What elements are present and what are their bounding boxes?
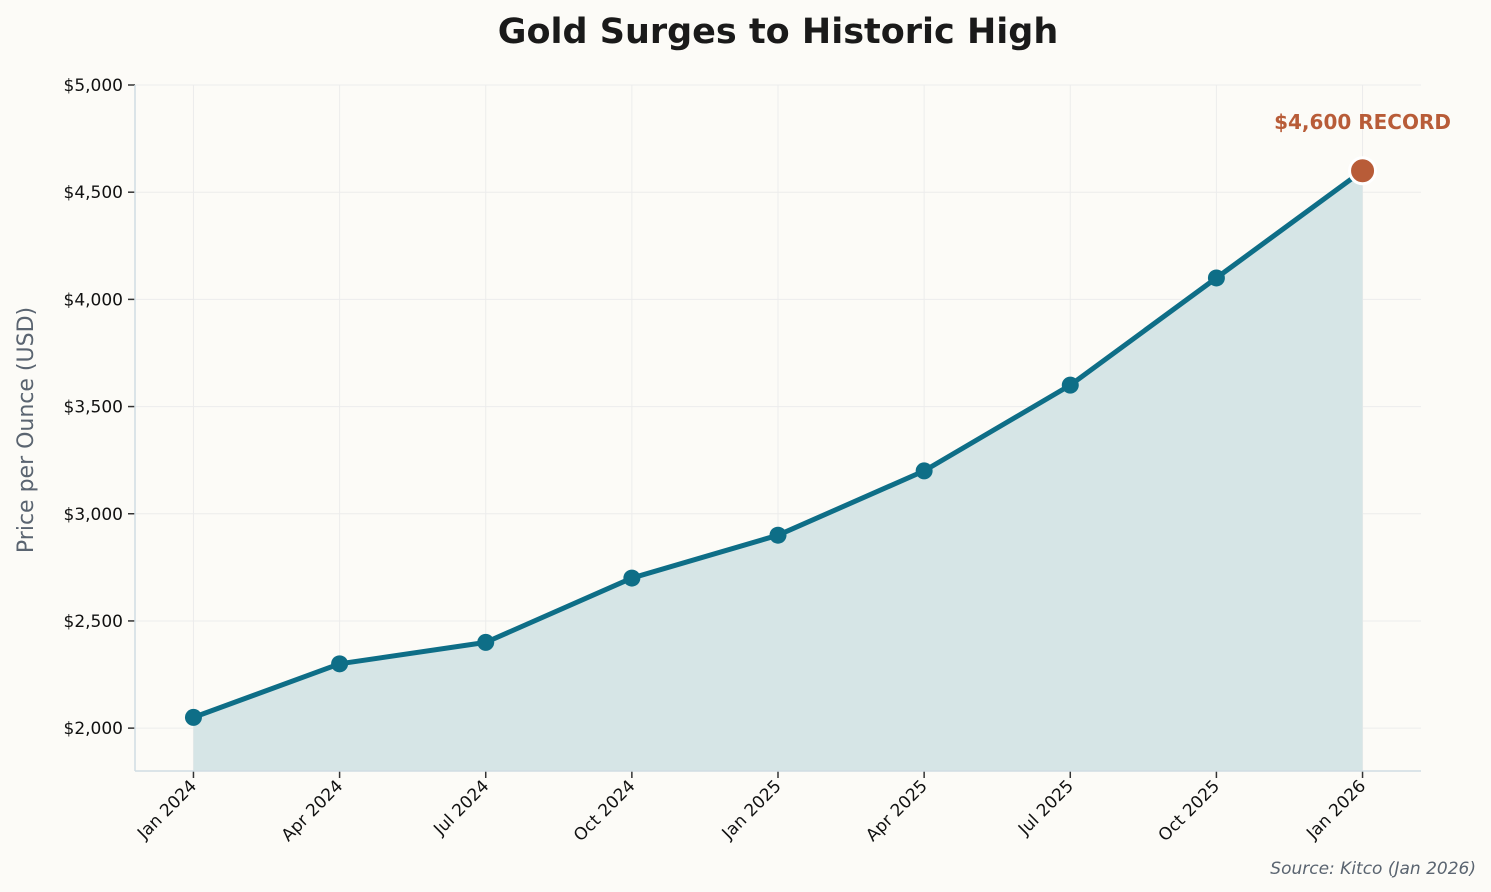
y-tick-label: $3,000: [64, 505, 123, 525]
y-tick-label: $5,000: [64, 76, 123, 96]
x-tick-label: Jan 2024: [133, 776, 201, 844]
data-point: [1207, 269, 1225, 287]
data-point: [1061, 376, 1079, 394]
y-tick-label: $2,000: [64, 719, 123, 739]
x-tick-label: Oct 2024: [570, 776, 639, 845]
record-point: [1348, 156, 1378, 186]
area-fill: [193, 170, 1363, 771]
data-point: [623, 569, 641, 587]
x-tick-label: Apr 2024: [278, 776, 347, 845]
record-annotation: $4,600 RECORD: [1274, 110, 1451, 134]
chart-title: Gold Surges to Historic High: [498, 12, 1059, 52]
data-point: [769, 526, 787, 544]
y-tick-label: $2,500: [64, 612, 123, 632]
x-tick-label: Apr 2025: [862, 776, 931, 845]
x-tick-label: Jan 2025: [718, 776, 786, 844]
x-tick-label: Jul 2025: [1014, 776, 1078, 840]
x-tick-label: Jan 2026: [1302, 776, 1370, 844]
data-point: [184, 708, 202, 726]
data-points: [184, 156, 1378, 726]
source-note: Source: Kitco (Jan 2026): [1270, 859, 1476, 879]
y-tick-label: $3,500: [64, 398, 123, 418]
data-point: [915, 462, 933, 480]
x-tick-label: Oct 2025: [1155, 776, 1224, 845]
x-tick-label: Jul 2024: [429, 776, 493, 840]
y-tick-label: $4,000: [64, 290, 123, 310]
data-point: [331, 655, 349, 673]
y-tick-label: $4,500: [64, 183, 123, 203]
y-axis-label: Price per Ounce (USD): [14, 307, 39, 553]
data-point: [477, 633, 495, 651]
